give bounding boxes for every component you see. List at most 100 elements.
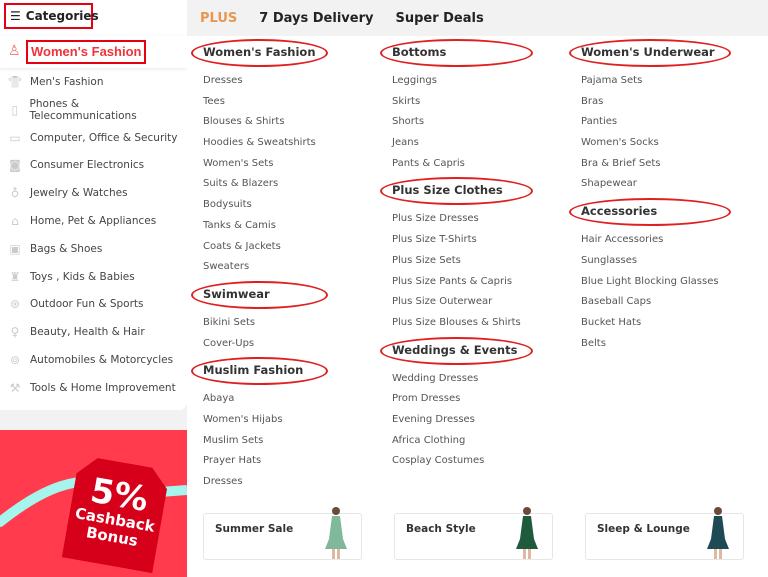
- plus-link[interactable]: PLUS: [200, 10, 238, 26]
- subcategory-link[interactable]: Suits & Blazers: [203, 178, 279, 190]
- category-group-title[interactable]: Women's Underwear: [569, 39, 731, 67]
- subcategory-link[interactable]: Women's Sets: [203, 157, 274, 169]
- category-group-title[interactable]: Muslim Fashion: [191, 357, 328, 386]
- subcategory-link[interactable]: Baseball Caps: [581, 296, 652, 308]
- sidebar-item-label: Toys , Kids & Babies: [30, 270, 135, 283]
- category-group-title[interactable]: Women's Fashion: [191, 39, 328, 67]
- sidebar-item[interactable]: ⊛ Outdoor Fun & Sports: [0, 292, 187, 316]
- sofa-icon: ⌂: [11, 214, 19, 228]
- dress-icon: ♙: [8, 43, 21, 59]
- subcategory-link[interactable]: Africa Clothing: [392, 434, 466, 446]
- subcategory-link[interactable]: Bikini Sets: [203, 316, 256, 328]
- sidebar-item-label: Bags & Shoes: [30, 242, 103, 255]
- promo-card[interactable]: Beach Style: [394, 507, 553, 560]
- phone-icon: ▯: [11, 102, 19, 117]
- subcategory-link[interactable]: Bucket Hats: [581, 316, 642, 328]
- categories-header[interactable]: ☰ Categories: [4, 3, 99, 29]
- sidebar-item[interactable]: ◙ Consumer Electronics: [0, 153, 187, 177]
- sidebar-item[interactable]: ♀ Beauty, Health & Hair: [0, 320, 187, 344]
- subcategory-link[interactable]: Shorts: [392, 116, 425, 128]
- category-group-title[interactable]: Weddings & Events: [380, 336, 533, 365]
- delivery-link[interactable]: 7 Days Delivery: [259, 10, 374, 26]
- subcategory-link[interactable]: Sweaters: [203, 261, 250, 273]
- menu-column: Women's Fashion Dresses Tees Blouses & Shir…: [191, 39, 328, 497]
- subcategory-link[interactable]: Evening Dresses: [392, 413, 475, 425]
- camera-icon: ◙: [9, 158, 21, 173]
- sidebar-item[interactable]: ▯ Phones & Telecommunications: [0, 98, 187, 122]
- subcategory-link[interactable]: Prom Dresses: [392, 393, 461, 405]
- cashback-banner[interactable]: 5% Cashback Bonus: [0, 430, 187, 577]
- subcategory-link[interactable]: Shapewear: [581, 178, 637, 190]
- annotation-circle: [191, 39, 328, 67]
- subcategory-link[interactable]: Plus Size Outerwear: [392, 296, 493, 308]
- subcategory-link[interactable]: Dresses: [203, 75, 243, 86]
- subcategory-link[interactable]: Blouses & Shirts: [203, 116, 285, 128]
- subcategory-link[interactable]: Pajama Sets: [581, 75, 643, 86]
- subcategory-link[interactable]: Women's Hijabs: [203, 413, 283, 425]
- subcategory-link[interactable]: Panties: [581, 116, 618, 128]
- subcategory-link[interactable]: Bodysuits: [203, 199, 252, 211]
- subcategory-link[interactable]: Muslim Sets: [203, 434, 264, 446]
- bag-icon: ▣: [9, 241, 21, 256]
- sidebar-item[interactable]: ▣ Bags & Shoes: [0, 237, 187, 261]
- subcategory-link[interactable]: Leggings: [392, 75, 437, 86]
- subcategory-link[interactable]: Plus Size T-Shirts: [392, 234, 477, 246]
- list-icon: ☰: [10, 9, 21, 23]
- subcategory-link[interactable]: Tanks & Camis: [203, 219, 276, 231]
- subcategory-link[interactable]: Belts: [581, 337, 606, 349]
- super-deals-link[interactable]: Super Deals: [395, 10, 484, 26]
- sidebar-item-womens-fashion[interactable]: ♙ Women's Fashion: [0, 36, 187, 68]
- sidebar-item-label: Consumer Electronics: [30, 159, 145, 172]
- subcategory-link[interactable]: Coats & Jackets: [203, 240, 281, 252]
- subcategory-link[interactable]: Women's Socks: [581, 137, 659, 149]
- subcategory-link[interactable]: Tees: [203, 95, 225, 107]
- category-group-title[interactable]: Swimwear: [191, 280, 328, 309]
- toy-icon: ♜: [9, 269, 21, 284]
- promo-card-title: Sleep & Lounge: [597, 523, 690, 535]
- sidebar-item-label: Tools & Home Improvement: [30, 381, 176, 394]
- sidebar-item[interactable]: ▭ Computer, Office & Security: [0, 126, 187, 150]
- sidebar-item[interactable]: ⚒ Tools & Home Improvement: [0, 376, 187, 400]
- subcategory-link[interactable]: Dresses: [203, 476, 243, 487]
- sidebar-item-label: Jewelry & Watches: [30, 187, 128, 200]
- subcategory-link[interactable]: Pants & Capris: [392, 157, 465, 169]
- subcategory-link[interactable]: Cover-Ups: [203, 337, 255, 349]
- annotation-circle: [191, 280, 328, 309]
- subcategory-link[interactable]: Jeans: [392, 137, 419, 149]
- subcategory-link[interactable]: Plus Size Sets: [392, 254, 461, 266]
- annotation-circle: [569, 198, 731, 227]
- sidebar-item[interactable]: 👕 Men's Fashion: [0, 70, 187, 94]
- menu-column: Women's Underwear Pajama Sets Bras Panties W…: [569, 39, 731, 358]
- subcategory-link[interactable]: Hoodies & Sweatshirts: [203, 137, 316, 149]
- subcategory-link[interactable]: Abaya: [203, 393, 235, 405]
- sidebar-item[interactable]: ⌂ Home, Pet & Appliances: [0, 209, 187, 233]
- subcategory-link[interactable]: Bras: [581, 95, 604, 107]
- ring-icon: ♁: [10, 186, 20, 201]
- subcategory-link[interactable]: Wedding Dresses: [392, 372, 479, 384]
- subcategory-link[interactable]: Bra & Brief Sets: [581, 157, 661, 169]
- subcategory-link[interactable]: Hair Accessories: [581, 234, 664, 246]
- category-group-title[interactable]: Accessories: [569, 198, 731, 227]
- annotation-circle: [380, 39, 533, 67]
- mega-menu: Women's Fashion Dresses Tees Blouses & Shir…: [187, 36, 768, 577]
- cashback-tag: 5% Cashback Bonus: [62, 455, 171, 573]
- subcategory-link[interactable]: Cosplay Costumes: [392, 455, 485, 467]
- subcategory-link[interactable]: Skirts: [392, 95, 421, 107]
- subcategory-link[interactable]: Plus Size Dresses: [392, 213, 479, 225]
- sidebar-item[interactable]: ♁ Jewelry & Watches: [0, 181, 187, 205]
- sidebar-item[interactable]: ⊚ Automobiles & Motorcycles: [0, 348, 187, 372]
- sidebar-item-label: Women's Fashion: [26, 40, 147, 64]
- model-image: [516, 507, 538, 559]
- subcategory-link[interactable]: Plus Size Blouses & Shirts: [392, 316, 521, 328]
- subcategory-link[interactable]: Prayer Hats: [203, 455, 262, 467]
- promo-card[interactable]: Summer Sale: [203, 507, 362, 560]
- subcategory-link[interactable]: Blue Light Blocking Glasses: [581, 275, 719, 287]
- category-sidebar: ☰ Categories ♙ Women's Fashion 👕 Men's Fa…: [0, 0, 187, 410]
- subcategory-link[interactable]: Plus Size Pants & Capris: [392, 275, 513, 287]
- category-group-title[interactable]: Plus Size Clothes: [380, 177, 533, 206]
- categories-title: Categories: [25, 9, 99, 23]
- sidebar-item[interactable]: ♜ Toys , Kids & Babies: [0, 265, 187, 289]
- subcategory-link[interactable]: Sunglasses: [581, 254, 638, 266]
- category-group-title[interactable]: Bottoms: [380, 39, 533, 67]
- promo-card[interactable]: Sleep & Lounge: [585, 507, 744, 560]
